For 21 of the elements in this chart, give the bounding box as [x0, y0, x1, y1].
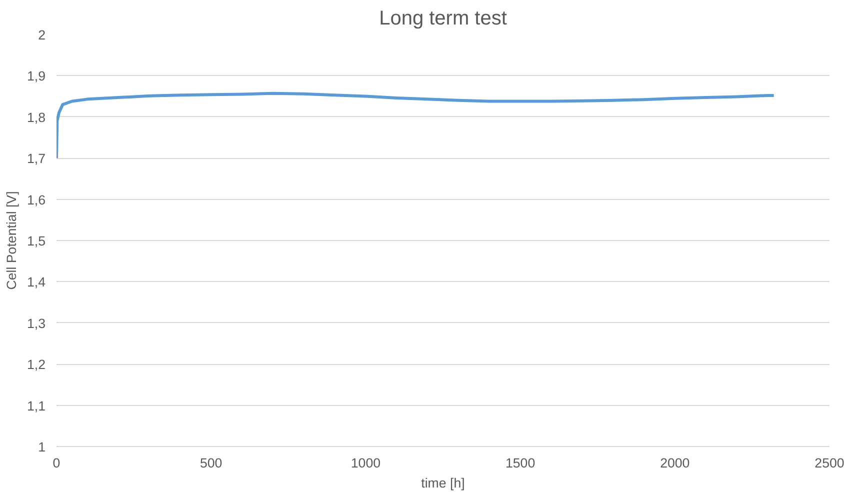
- x-tick-label: 500: [200, 456, 222, 470]
- y-tick-label: 1,6: [26, 192, 46, 208]
- y-tick-label: 1,3: [26, 316, 46, 331]
- y-axis-title: Cell Potential [V]: [4, 191, 19, 290]
- y-tick-label: 1,5: [26, 234, 46, 248]
- x-tick-label: 0: [52, 456, 60, 470]
- x-axis-title: time [h]: [421, 476, 465, 490]
- x-tick-label: 1500: [505, 456, 536, 470]
- chart-title: Long term test: [379, 8, 508, 30]
- y-tick-label: 1,7: [26, 151, 46, 166]
- x-tick-label: 2000: [660, 456, 690, 470]
- y-tick-label: 1,2: [26, 357, 46, 372]
- x-tick-label: 1000: [350, 456, 381, 470]
- line-series: [56, 92, 776, 160]
- y-tick-label: 1,4: [26, 274, 46, 290]
- y-tick-label: 1,9: [26, 68, 46, 84]
- y-tick-label: 1,1: [26, 398, 46, 414]
- y-tick-label: 1: [38, 440, 46, 454]
- x-tick-label: 2500: [814, 456, 844, 470]
- y-tick-label: 1,8: [26, 110, 46, 125]
- y-tick-label: 2: [38, 28, 46, 42]
